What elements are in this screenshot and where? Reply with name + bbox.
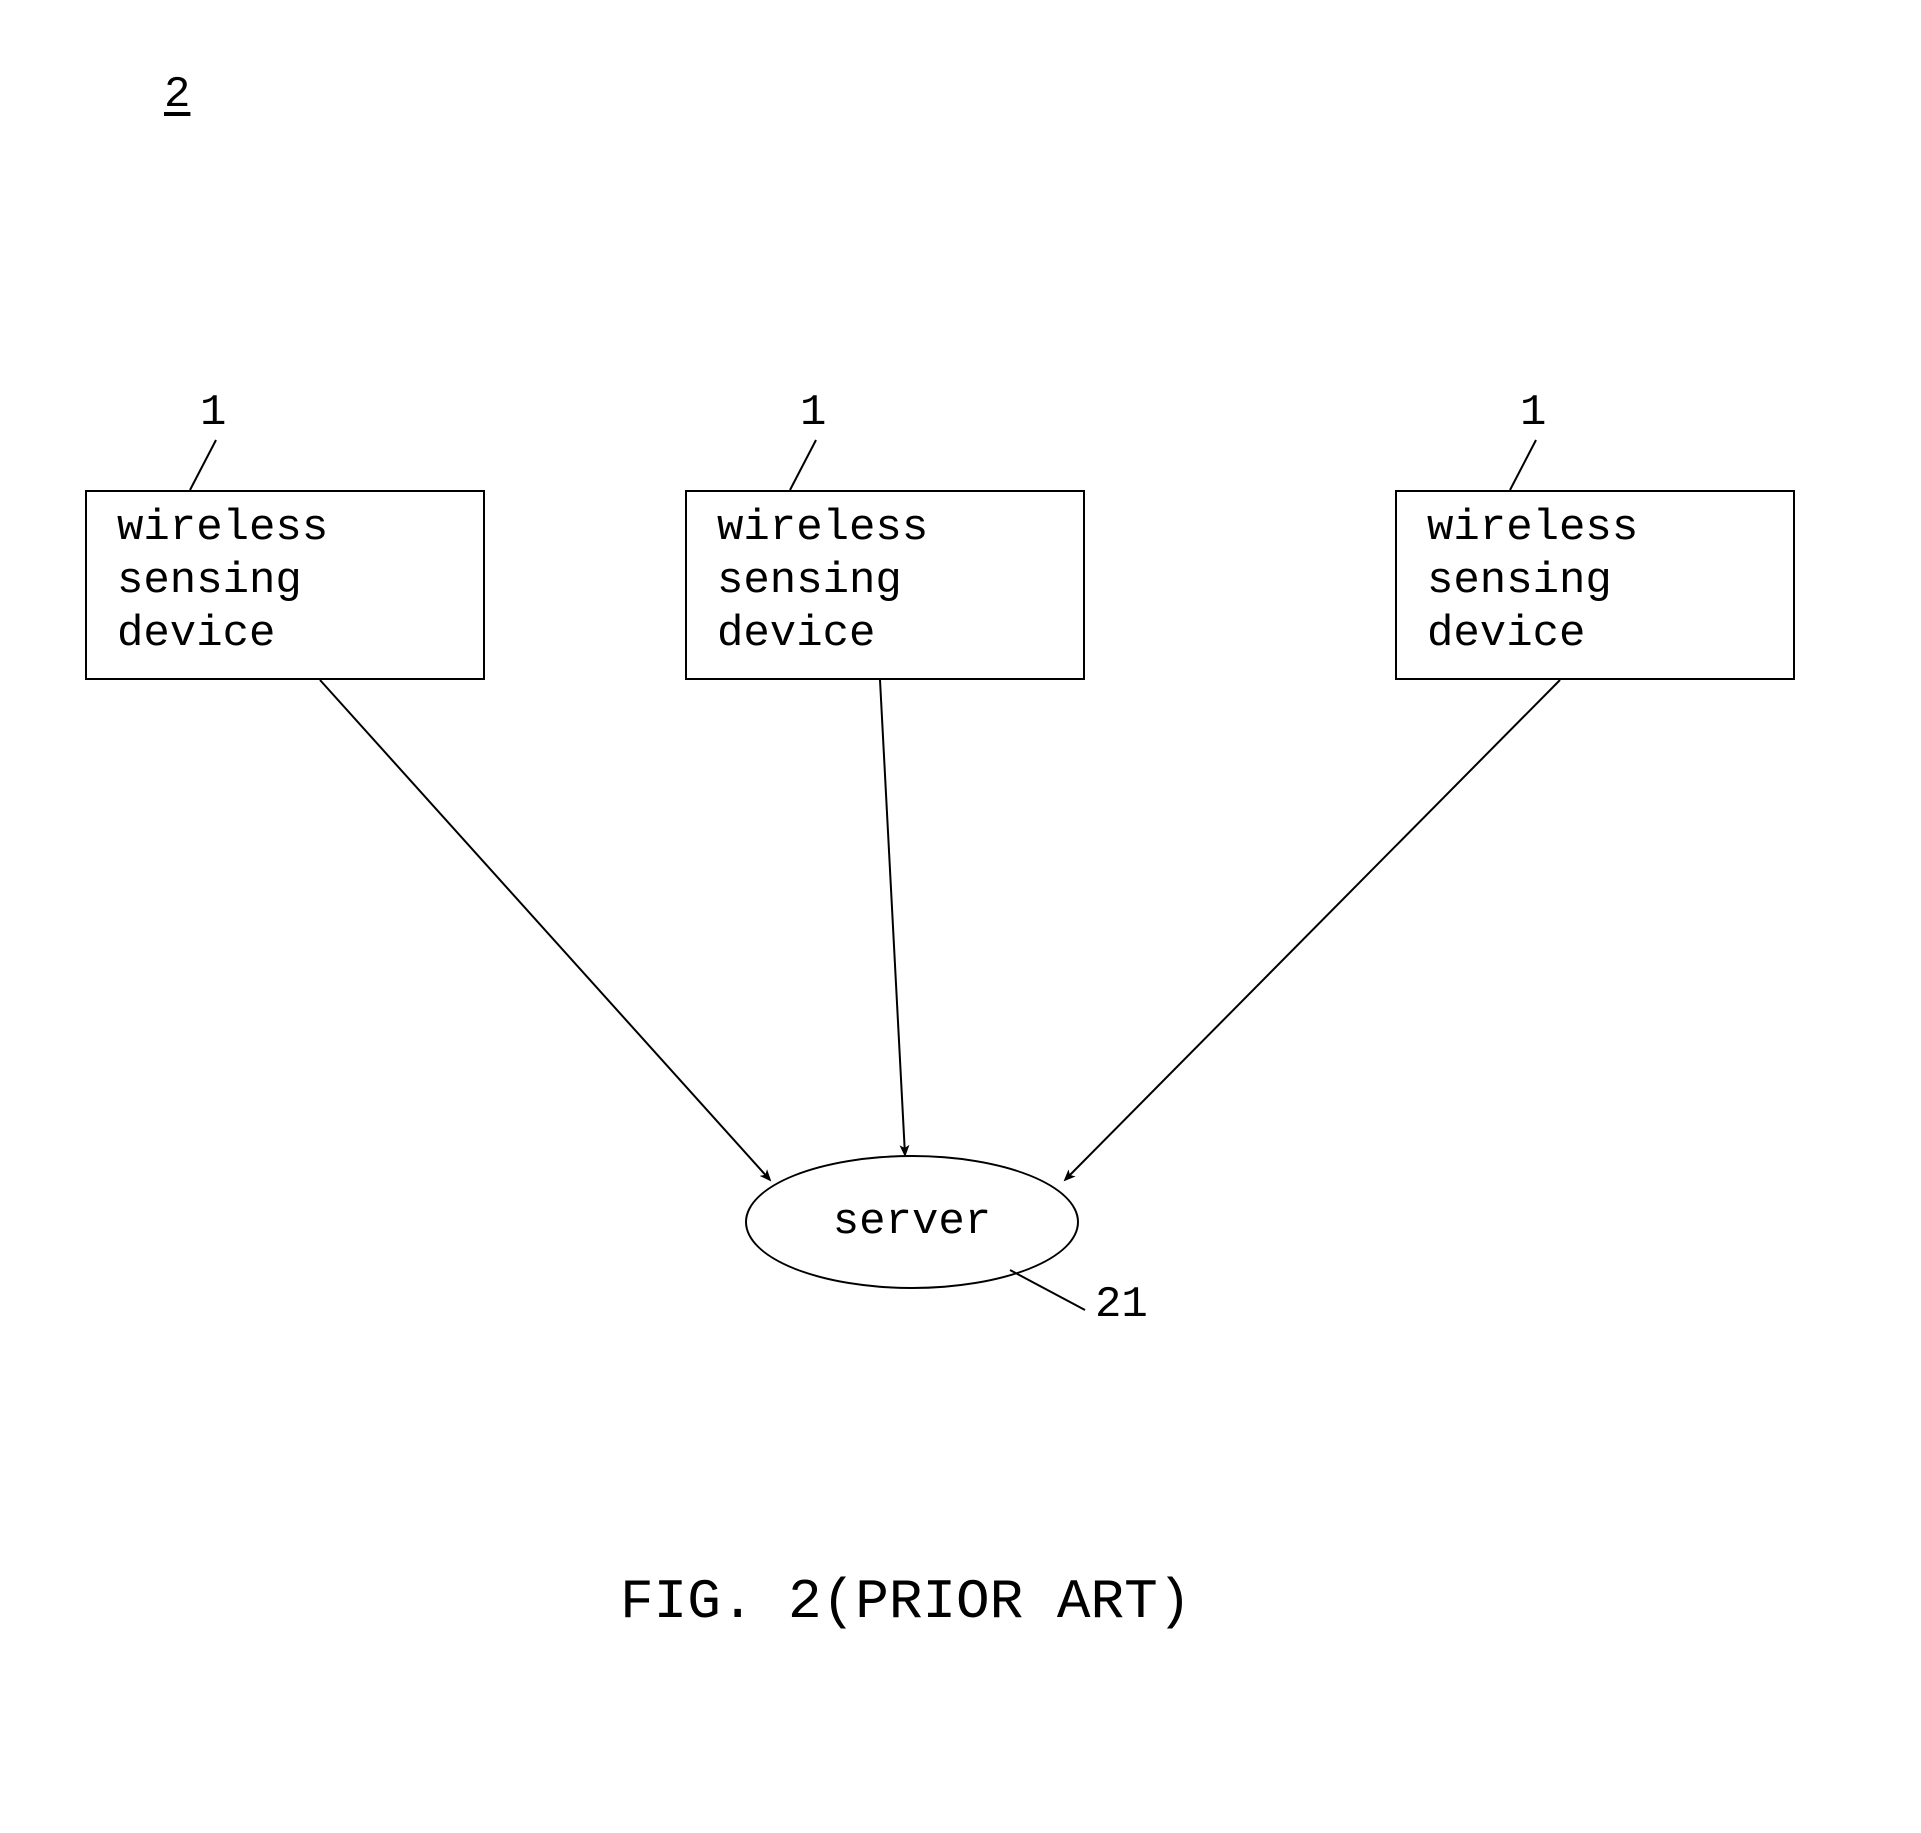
device-line: device	[717, 608, 1063, 661]
device-line: device	[117, 608, 463, 661]
server-node: server	[745, 1155, 1079, 1289]
figure-caption: FIG. 2(PRIOR ART)	[620, 1570, 1191, 1634]
device-line: sensing	[117, 555, 463, 608]
device-ref-1: 1	[200, 388, 226, 438]
device-box-2: wireless sensing device	[685, 490, 1085, 680]
diagram-canvas: 2 1 wireless sensing device 1 wireless s…	[0, 0, 1921, 1833]
device-box-3: wireless sensing device	[1395, 490, 1795, 680]
device-line: device	[1427, 608, 1773, 661]
device-box-1: wireless sensing device	[85, 490, 485, 680]
device-ref-3: 1	[1520, 388, 1546, 438]
figure-number-label: 2	[164, 70, 190, 120]
device-ref-2: 1	[800, 388, 826, 438]
device-line: wireless	[1427, 502, 1773, 555]
device-line: wireless	[717, 502, 1063, 555]
device-line: wireless	[117, 502, 463, 555]
device-line: sensing	[1427, 555, 1773, 608]
server-label: server	[833, 1197, 991, 1247]
connectors-overlay	[0, 0, 1921, 1833]
device-line: sensing	[717, 555, 1063, 608]
server-ref: 21	[1095, 1280, 1148, 1330]
